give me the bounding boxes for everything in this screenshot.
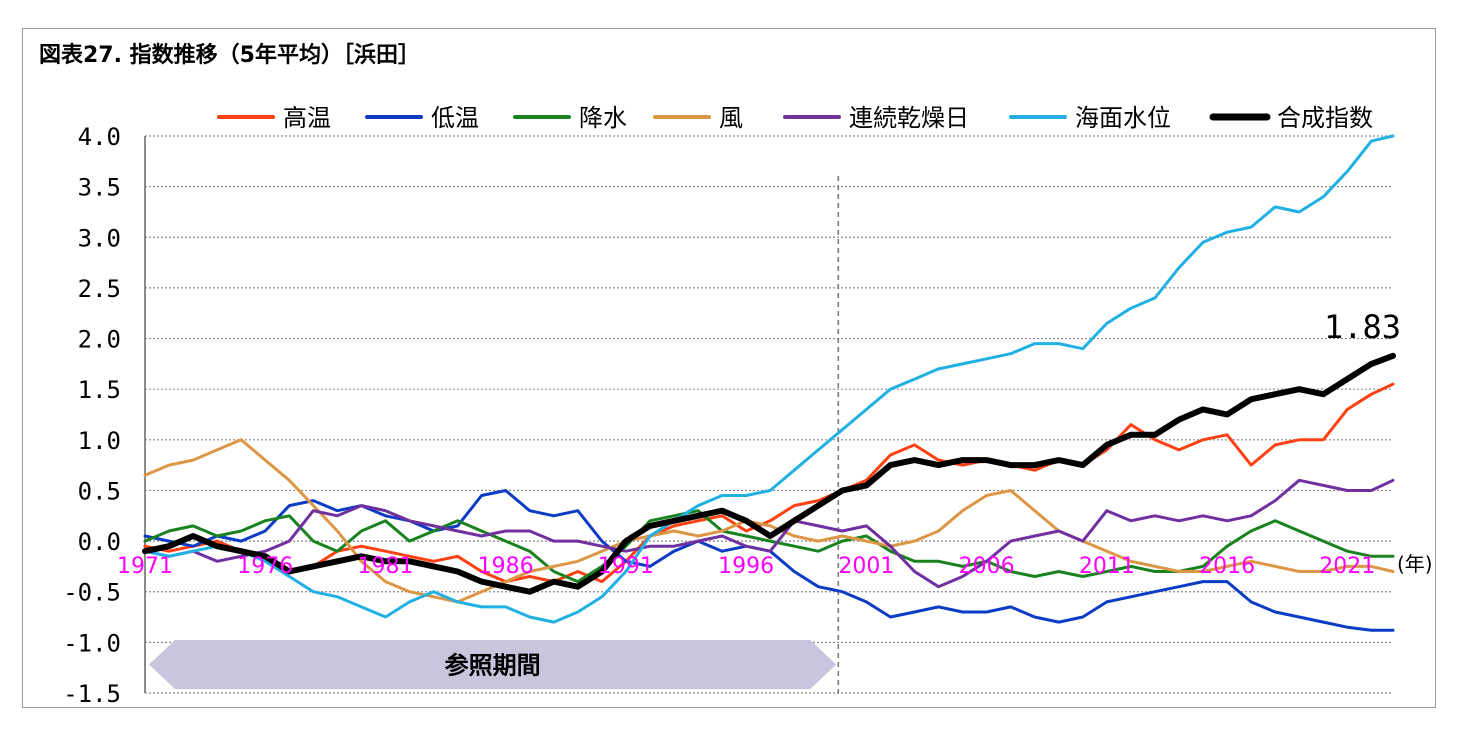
y-tick-label: 0.0 <box>78 528 121 556</box>
x-tick-label: 1986 <box>478 554 534 579</box>
legend-label: 連続乾燥日 <box>849 104 969 132</box>
series-line-降水 <box>143 509 1395 584</box>
legend-label: 風 <box>719 104 743 132</box>
y-tick-label: 2.5 <box>78 275 121 303</box>
y-tick-label: -1.0 <box>63 629 121 657</box>
series-line-連続乾燥日 <box>143 478 1395 589</box>
series-line-合成指数 <box>142 352 1396 595</box>
x-tick-label: 1991 <box>598 554 654 579</box>
y-tick-label: 1.5 <box>78 376 121 404</box>
end-value-label: 1.83 <box>1324 308 1401 346</box>
series-line-高温 <box>143 382 1395 584</box>
series-line-風 <box>143 438 1395 604</box>
line-chart: 4.0 3.5 3.0 2.5 2.0 1.5 1.0 0.5 0.0 -0.5 -1.0 -1.5 参… <box>63 104 1433 708</box>
chart-title: 図表27. 指数推移（5年平均）［浜田］ <box>39 43 420 68</box>
x-unit-label: (年) <box>1397 552 1433 576</box>
y-tick-label: 3.5 <box>78 174 121 202</box>
legend-label: 高温 <box>283 104 331 132</box>
x-tick-label: 2021 <box>1319 554 1375 579</box>
x-tick-label: 1971 <box>117 554 173 579</box>
reference-period-arrow <box>149 640 837 689</box>
x-tick-label: 2006 <box>959 554 1015 579</box>
y-tick-label: 3.0 <box>78 224 121 252</box>
legend-label: 降水 <box>579 104 627 132</box>
legend-label: 合成指数 <box>1277 104 1373 132</box>
y-tick-label: 1.0 <box>78 427 121 455</box>
reference-period-label: 参照期間 <box>445 652 541 680</box>
x-tick-label: 1981 <box>357 554 413 579</box>
y-tick-label: 0.5 <box>78 477 121 505</box>
x-tick-label: 2016 <box>1199 554 1255 579</box>
y-tick-label: 2.0 <box>78 326 121 354</box>
legend-label: 海面水位 <box>1075 104 1171 132</box>
y-tick-label: 4.0 <box>78 123 121 151</box>
x-tick-label: 2011 <box>1079 554 1135 579</box>
x-tick-label: 2001 <box>838 554 894 579</box>
series-line-海面水位 <box>143 134 1395 624</box>
chart-frame: 図表27. 指数推移（5年平均）［浜田］ 4.0 3.5 3.0 2.5 2.0 1.5 1… <box>22 28 1436 708</box>
legend-label: 低温 <box>431 104 479 132</box>
x-tick-label: 1996 <box>718 554 774 579</box>
y-tick-label: -1.5 <box>63 680 121 708</box>
y-tick-label: -0.5 <box>63 579 121 607</box>
x-tick-label: 1976 <box>237 554 293 579</box>
